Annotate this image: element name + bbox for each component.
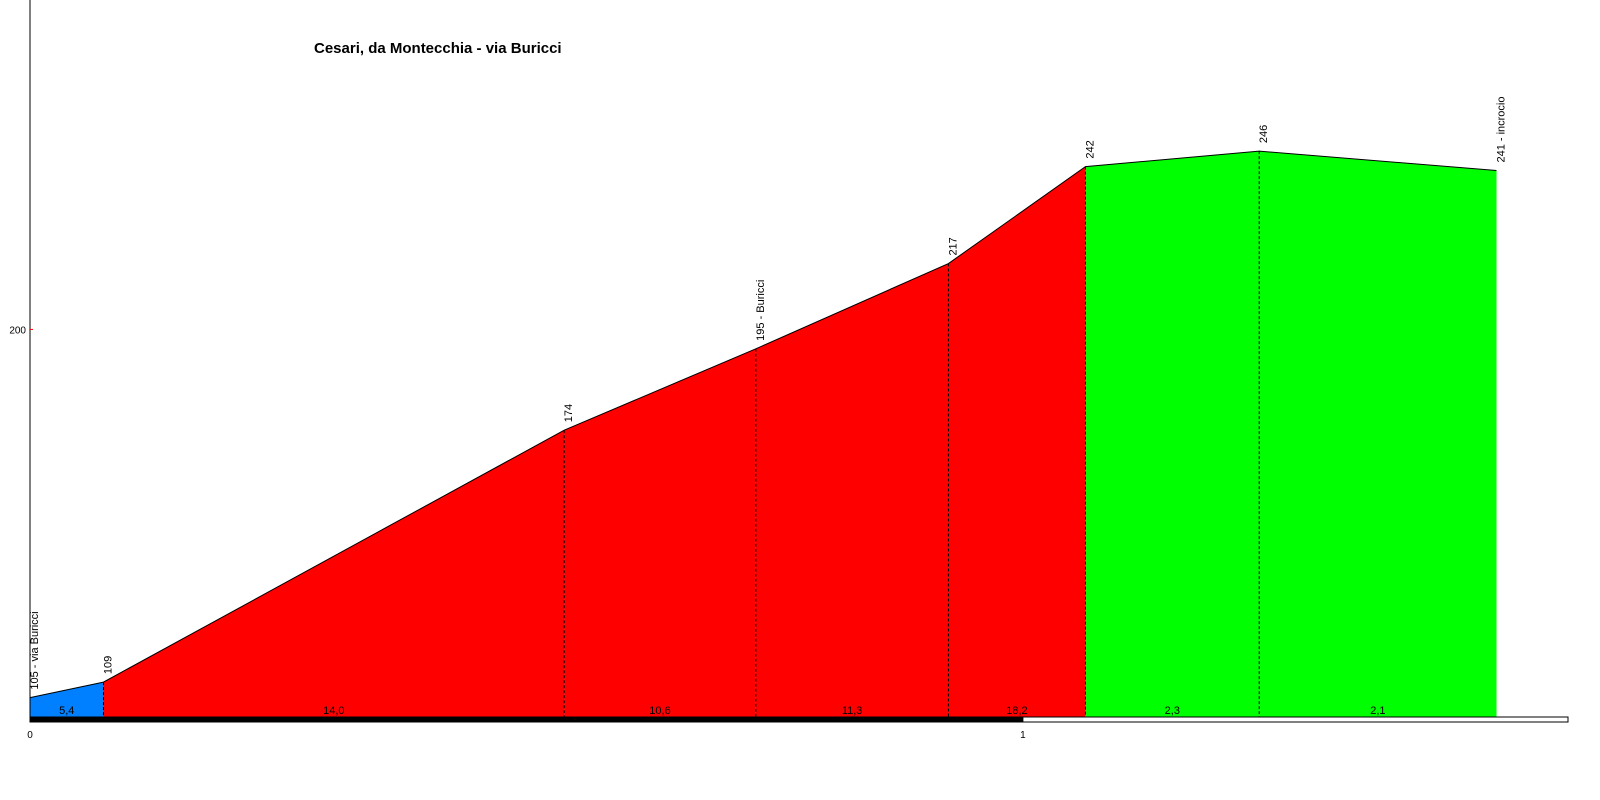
- y-tick-label: 200: [9, 325, 26, 336]
- segment-area: [948, 166, 1086, 717]
- chart-title: Cesari, da Montecchia - via Buricci: [314, 40, 562, 57]
- point-label: 217: [947, 237, 959, 255]
- km-bar: [29, 716, 1024, 723]
- point-label: 241 - incrocio: [1496, 96, 1508, 162]
- grade-label: 2,3: [1165, 705, 1180, 717]
- grade-label: 10,6: [649, 705, 670, 717]
- profile-line: [29, 150, 1497, 699]
- point-label: 105 - via Buricci: [29, 611, 41, 689]
- segment-area: [1085, 151, 1260, 717]
- segment-area: [103, 430, 565, 717]
- x-tick-label: 0: [27, 730, 33, 741]
- grade-label: 14,0: [323, 705, 344, 717]
- point-label: 109: [102, 656, 114, 674]
- grade-label: 2,1: [1370, 705, 1385, 717]
- point-label: 242: [1084, 140, 1096, 158]
- grade-label: 5,4: [59, 705, 74, 717]
- grade-label: 11,3: [842, 705, 863, 717]
- km-bar: [1022, 716, 1569, 723]
- segment-area: [1259, 151, 1497, 717]
- point-label: 246: [1258, 125, 1270, 143]
- segment-area: [564, 348, 756, 717]
- segment-area: [755, 263, 949, 717]
- point-label: 195 - Buricci: [755, 280, 767, 341]
- grade-label: 18,2: [1006, 705, 1027, 717]
- x-tick-label: 1: [1020, 730, 1026, 741]
- point-label: 174: [563, 404, 575, 422]
- segment-area: [30, 682, 104, 717]
